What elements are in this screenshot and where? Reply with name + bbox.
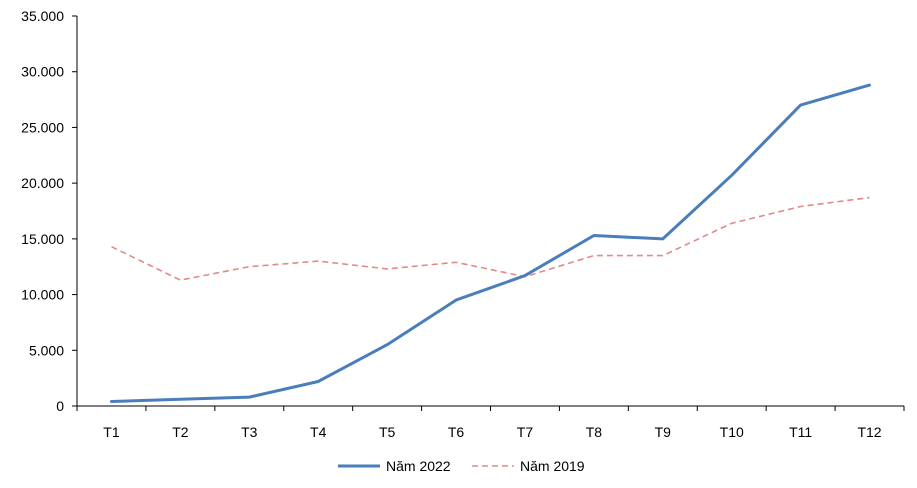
x-tick-label: T4	[310, 424, 327, 440]
x-tick-label: T7	[517, 424, 534, 440]
y-axis-ticks: 0 5.000 10.000 15.000 20.000 25.000 30.000 35.0…	[21, 8, 77, 414]
series-layer	[110, 83, 871, 403]
legend: Năm 2022 Năm 2019	[338, 458, 585, 474]
series-line-n-m-2022	[110, 83, 871, 403]
x-tick-label: T12	[857, 424, 881, 440]
x-tick-label: T3	[241, 424, 258, 440]
y-tick-label: 0	[56, 398, 64, 414]
legend-label-n-m-2019: Năm 2019	[520, 458, 585, 474]
x-tick-label: T10	[720, 424, 744, 440]
x-tick-label: T8	[586, 424, 603, 440]
y-tick-label: 30.000	[21, 64, 64, 80]
y-tick-label: 15.000	[21, 231, 64, 247]
y-tick-label: 5.000	[29, 342, 64, 358]
legend-label-n-m-2022: Năm 2022	[386, 458, 451, 474]
y-tick-label: 10.000	[21, 287, 64, 303]
x-axis-ticks: T1 T2 T3 T4 T5 T6 T7 T8 T9 T10 T11 T12	[76, 406, 905, 440]
x-tick-label: T5	[379, 424, 396, 440]
x-tick-label: T6	[448, 424, 465, 440]
series-line-n-m-2019	[111, 196, 870, 281]
x-tick-label: T11	[789, 424, 812, 440]
x-tick-label: T2	[172, 424, 189, 440]
y-tick-label: 35.000	[21, 8, 64, 24]
y-tick-label: 25.000	[21, 119, 64, 135]
y-tick-label: 20.000	[21, 175, 64, 191]
x-tick-label: T9	[655, 424, 672, 440]
x-tick-label: T1	[103, 424, 120, 440]
